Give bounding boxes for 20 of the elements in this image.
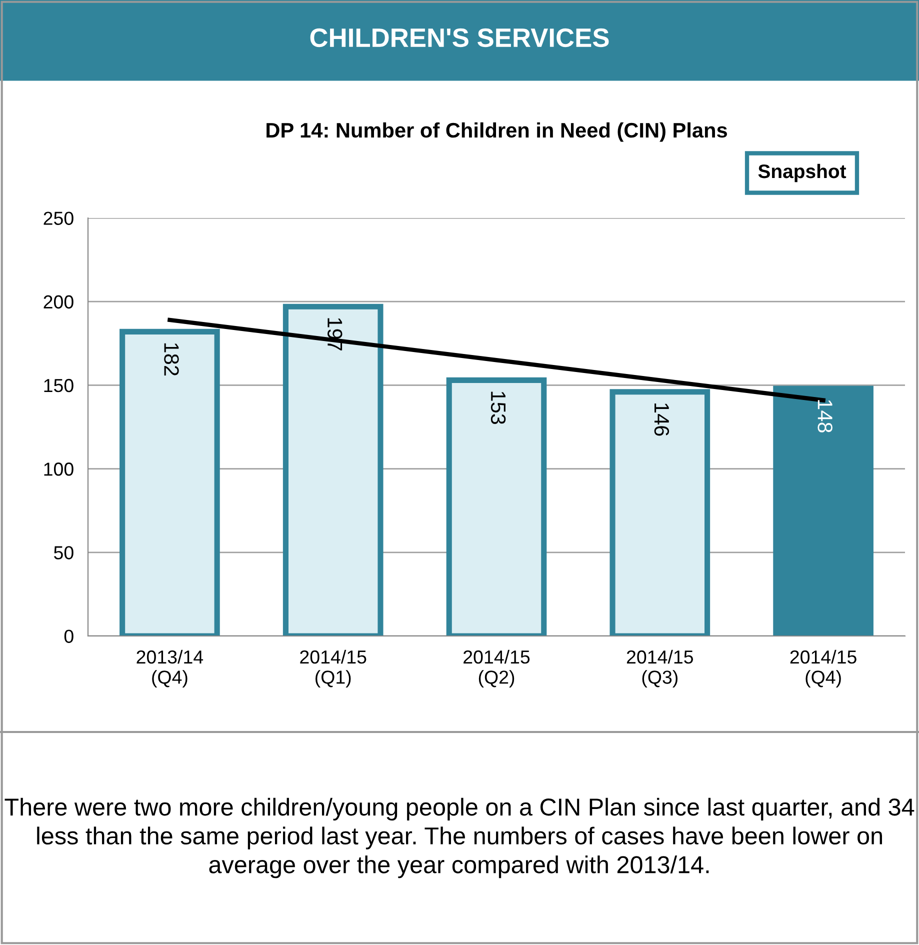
data-label: 197: [328, 318, 342, 350]
data-label: 182: [164, 343, 179, 376]
data-label: 146: [654, 404, 670, 436]
x-tick-label: 2014/15 (Q2): [464, 650, 530, 688]
y-tick-label: 0: [64, 630, 74, 643]
text: CHILDREN'S SERVICES: [310, 28, 609, 48]
y-tick-label: 100: [44, 462, 74, 476]
y-tick-label: 150: [44, 378, 74, 392]
data-label: 153: [490, 392, 506, 424]
chart-title: DP 14: Number of Children in Need (CIN) Plans: [266, 122, 727, 142]
data-label: 148: [818, 400, 832, 432]
x-tick-label: 2014/15 (Q3): [626, 650, 694, 688]
y-tick-label: 200: [44, 295, 74, 309]
text: There were two more children/young people on a CIN Plan since last quarter, and 34 less than the same period last year. The numbers of cases have been lower on average over the year compared with 2013/14.: [4, 798, 914, 878]
x-tick-label: 2013/14 (Q4): [136, 650, 204, 688]
x-tick-label: 2014/15 (Q1): [300, 650, 366, 688]
x-tick-label: 2014/15 (Q4): [790, 650, 856, 688]
text: Snapshot: [758, 164, 846, 182]
y-tick-label: 50: [54, 546, 74, 560]
y-tick-label: 250: [44, 212, 74, 225]
